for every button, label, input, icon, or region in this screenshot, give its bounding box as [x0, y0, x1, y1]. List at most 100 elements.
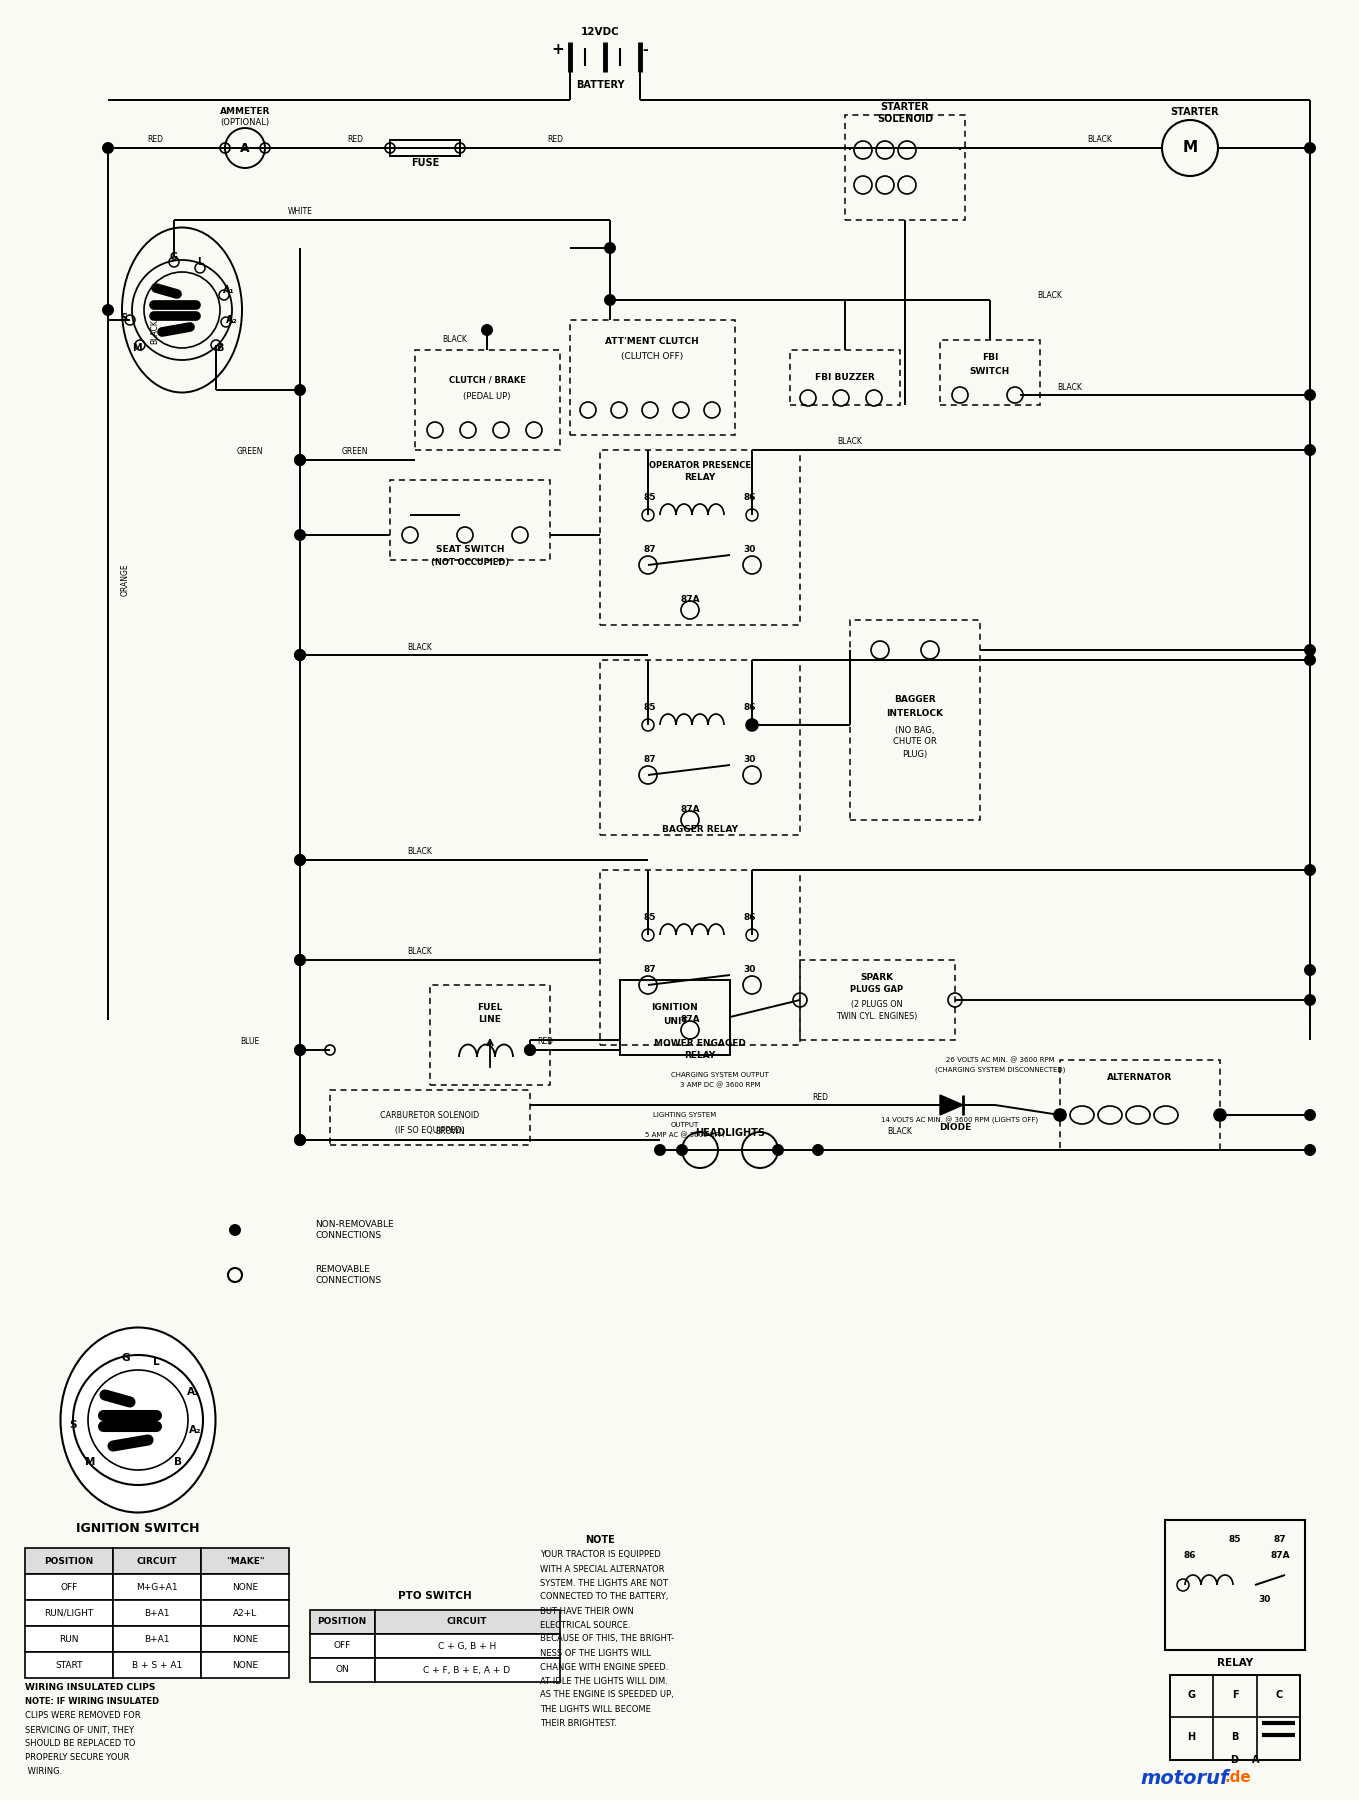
- Text: M: M: [132, 344, 141, 353]
- Text: 85: 85: [644, 702, 656, 711]
- Circle shape: [103, 304, 113, 315]
- Bar: [24, 1625, 113, 1652]
- Circle shape: [813, 1145, 824, 1156]
- Text: YOUR TRACTOR IS EQUIPPED: YOUR TRACTOR IS EQUIPPED: [540, 1550, 660, 1559]
- Circle shape: [230, 1226, 241, 1235]
- Bar: [849, 619, 980, 821]
- Text: SYSTEM. THE LIGHTS ARE NOT: SYSTEM. THE LIGHTS ARE NOT: [540, 1579, 667, 1588]
- Text: LINE: LINE: [478, 1015, 501, 1024]
- Bar: [310, 1658, 375, 1681]
- Bar: [375, 1609, 560, 1634]
- Circle shape: [1305, 995, 1316, 1004]
- Text: WITH A SPECIAL ALTERNATOR: WITH A SPECIAL ALTERNATOR: [540, 1564, 665, 1573]
- Text: RED: RED: [147, 135, 163, 144]
- Bar: [390, 481, 550, 560]
- Circle shape: [295, 1136, 304, 1145]
- Text: B: B: [174, 1456, 182, 1467]
- Text: BUT HAVE THEIR OWN: BUT HAVE THEIR OWN: [540, 1606, 633, 1616]
- Text: CIRCUIT: CIRCUIT: [137, 1557, 177, 1566]
- Bar: [201, 1600, 289, 1625]
- Text: FBI: FBI: [981, 353, 999, 362]
- Text: SEAT SWITCH: SEAT SWITCH: [436, 545, 504, 554]
- Text: OFF: OFF: [333, 1642, 351, 1651]
- Text: A₁: A₁: [223, 284, 235, 295]
- Text: -: -: [641, 43, 648, 58]
- Circle shape: [1305, 655, 1316, 664]
- Text: (CLUTCH OFF): (CLUTCH OFF): [621, 353, 684, 362]
- Bar: [800, 959, 955, 1040]
- Text: 30: 30: [743, 756, 756, 765]
- Text: SHOULD BE REPLACED TO: SHOULD BE REPLACED TO: [24, 1739, 136, 1748]
- Text: FUSE: FUSE: [410, 158, 439, 167]
- Text: 5 AMP AC @ 3600 RPM: 5 AMP AC @ 3600 RPM: [646, 1132, 724, 1138]
- Circle shape: [295, 956, 304, 965]
- Circle shape: [295, 1136, 304, 1145]
- Bar: [620, 979, 730, 1055]
- Circle shape: [1305, 391, 1316, 400]
- Text: L: L: [152, 1357, 159, 1366]
- Text: 87A: 87A: [681, 596, 700, 605]
- Text: ALTERNATOR: ALTERNATOR: [1108, 1073, 1173, 1082]
- Text: 26 VOLTS AC MIN. @ 3600 RPM: 26 VOLTS AC MIN. @ 3600 RPM: [946, 1057, 1055, 1064]
- Bar: [569, 320, 735, 436]
- Bar: [390, 140, 459, 157]
- Circle shape: [1305, 445, 1316, 455]
- Text: B: B: [1231, 1732, 1238, 1742]
- Bar: [113, 1652, 201, 1678]
- Polygon shape: [940, 1094, 964, 1114]
- Text: (2 PLUGS ON: (2 PLUGS ON: [851, 999, 902, 1008]
- Text: RED: RED: [548, 135, 563, 144]
- Circle shape: [295, 956, 304, 965]
- Text: B: B: [216, 344, 224, 353]
- Circle shape: [295, 455, 304, 464]
- Bar: [201, 1652, 289, 1678]
- Text: C + F, B + E, A + D: C + F, B + E, A + D: [424, 1665, 511, 1674]
- Text: BLACK: BLACK: [151, 320, 159, 344]
- Text: C: C: [1275, 1690, 1283, 1699]
- Text: H: H: [1186, 1732, 1195, 1742]
- Bar: [414, 349, 560, 450]
- Text: B + S + A1: B + S + A1: [132, 1660, 182, 1670]
- Text: (IF SO EQUIPPED): (IF SO EQUIPPED): [395, 1125, 465, 1134]
- Text: ELECTRICAL SOURCE.: ELECTRICAL SOURCE.: [540, 1620, 631, 1629]
- Bar: [601, 661, 800, 835]
- Bar: [790, 349, 900, 405]
- Circle shape: [1305, 1111, 1316, 1120]
- Text: PROPERLY SECURE YOUR: PROPERLY SECURE YOUR: [24, 1753, 129, 1762]
- Text: BLACK: BLACK: [887, 1127, 912, 1136]
- Text: NESS OF THE LIGHTS WILL: NESS OF THE LIGHTS WILL: [540, 1649, 651, 1658]
- Text: 86: 86: [743, 493, 756, 502]
- Text: PLUGS GAP: PLUGS GAP: [851, 986, 904, 994]
- Text: INTERLOCK: INTERLOCK: [886, 709, 943, 718]
- Text: 86: 86: [743, 913, 756, 922]
- Text: GREEN: GREEN: [236, 448, 264, 457]
- Text: SPARK: SPARK: [860, 974, 894, 983]
- Text: L: L: [197, 257, 202, 266]
- Text: STARTER: STARTER: [1170, 106, 1219, 117]
- Bar: [201, 1548, 289, 1573]
- Circle shape: [747, 720, 757, 731]
- Circle shape: [1055, 1111, 1065, 1120]
- Text: RED: RED: [811, 1093, 828, 1102]
- Text: START: START: [56, 1660, 83, 1670]
- Text: 85: 85: [644, 493, 656, 502]
- Text: BECAUSE OF THIS, THE BRIGHT-: BECAUSE OF THIS, THE BRIGHT-: [540, 1634, 674, 1643]
- Text: CLIPS WERE REMOVED FOR: CLIPS WERE REMOVED FOR: [24, 1712, 140, 1721]
- Text: SWITCH: SWITCH: [970, 367, 1010, 376]
- Text: ORANGE: ORANGE: [121, 563, 129, 596]
- Circle shape: [1305, 644, 1316, 655]
- Text: G: G: [122, 1354, 130, 1363]
- Bar: [24, 1652, 113, 1678]
- Text: 30: 30: [743, 965, 756, 974]
- Text: SOLENOID: SOLENOID: [877, 113, 934, 124]
- Text: (NO BAG,: (NO BAG,: [896, 725, 935, 734]
- Text: FUEL: FUEL: [477, 1003, 503, 1012]
- Text: CLUTCH / BRAKE: CLUTCH / BRAKE: [448, 376, 526, 385]
- Text: BROWN: BROWN: [435, 1127, 465, 1136]
- Bar: [429, 985, 550, 1085]
- Text: REMOVABLE
CONNECTIONS: REMOVABLE CONNECTIONS: [315, 1265, 381, 1285]
- Circle shape: [525, 1046, 535, 1055]
- Text: DIODE: DIODE: [939, 1123, 972, 1132]
- Text: CARBURETOR SOLENOID: CARBURETOR SOLENOID: [381, 1111, 480, 1120]
- Text: CHARGING SYSTEM OUTPUT: CHARGING SYSTEM OUTPUT: [671, 1073, 769, 1078]
